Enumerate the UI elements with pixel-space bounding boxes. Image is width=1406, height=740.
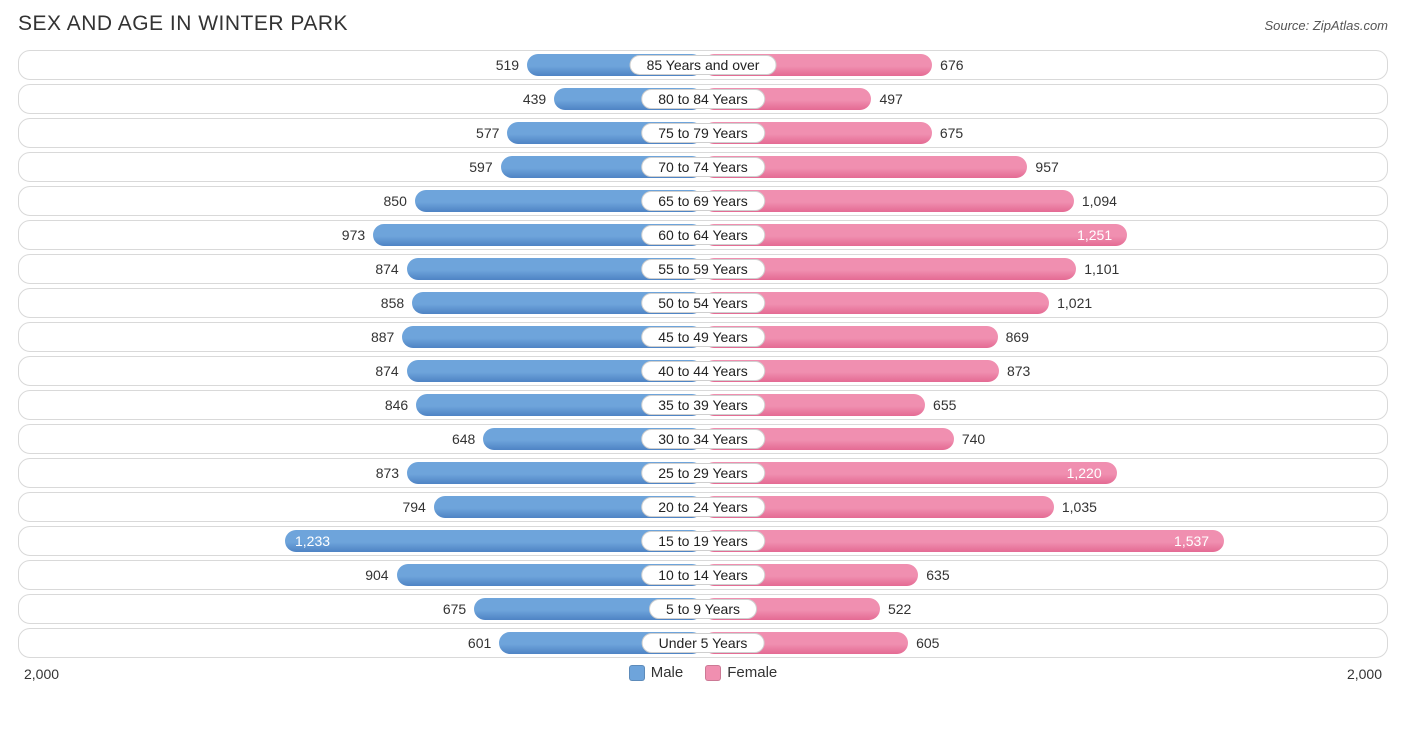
male-value-label: 794: [402, 496, 425, 518]
female-value-label: 675: [940, 122, 963, 144]
female-value-label: 1,251: [1067, 224, 1122, 246]
female-value-label: 1,035: [1062, 496, 1097, 518]
pyramid-row: 850 1,094 65 to 69 Years: [18, 186, 1388, 216]
female-value-label: 957: [1035, 156, 1058, 178]
pyramid-row: 1,233 1,537 15 to 19 Years: [18, 526, 1388, 556]
male-value-label: 887: [371, 326, 394, 348]
pyramid-row: 874 873 40 to 44 Years: [18, 356, 1388, 386]
female-bar: [703, 462, 1117, 484]
pyramid-row: 873 1,220 25 to 29 Years: [18, 458, 1388, 488]
male-swatch-icon: [629, 665, 645, 681]
category-label: 35 to 39 Years: [641, 395, 765, 415]
pyramid-row: 874 1,101 55 to 59 Years: [18, 254, 1388, 284]
male-value-label: 874: [375, 360, 398, 382]
male-value-label: 846: [385, 394, 408, 416]
female-value-label: 522: [888, 598, 911, 620]
category-label: 60 to 64 Years: [641, 225, 765, 245]
female-value-label: 1,094: [1082, 190, 1117, 212]
pyramid-row: 519 676 85 Years and over: [18, 50, 1388, 80]
category-label: 80 to 84 Years: [641, 89, 765, 109]
male-value-label: 439: [523, 88, 546, 110]
female-value-label: 676: [940, 54, 963, 76]
male-value-label: 873: [376, 462, 399, 484]
category-label: 65 to 69 Years: [641, 191, 765, 211]
male-value-label: 904: [365, 564, 388, 586]
male-value-label: 858: [381, 292, 404, 314]
pyramid-row: 439 497 80 to 84 Years: [18, 84, 1388, 114]
legend-male-label: Male: [651, 664, 684, 681]
female-value-label: 869: [1006, 326, 1029, 348]
category-label: Under 5 Years: [642, 633, 765, 653]
male-value-label: 675: [443, 598, 466, 620]
pyramid-row: 887 869 45 to 49 Years: [18, 322, 1388, 352]
pyramid-row: 648 740 30 to 34 Years: [18, 424, 1388, 454]
pyramid-row: 973 1,251 60 to 64 Years: [18, 220, 1388, 250]
male-value-label: 874: [375, 258, 398, 280]
female-value-label: 1,021: [1057, 292, 1092, 314]
female-bar: [703, 530, 1224, 552]
category-label: 20 to 24 Years: [641, 497, 765, 517]
category-label: 45 to 49 Years: [641, 327, 765, 347]
male-value-label: 519: [496, 54, 519, 76]
female-value-label: 1,220: [1057, 462, 1112, 484]
pyramid-row: 597 957 70 to 74 Years: [18, 152, 1388, 182]
category-label: 85 Years and over: [630, 55, 777, 75]
pyramid-row: 846 655 35 to 39 Years: [18, 390, 1388, 420]
pyramid-row: 675 522 5 to 9 Years: [18, 594, 1388, 624]
pyramid-row: 904 635 10 to 14 Years: [18, 560, 1388, 590]
male-value-label: 850: [384, 190, 407, 212]
male-value-label: 973: [342, 224, 365, 246]
female-value-label: 1,537: [1164, 530, 1219, 552]
category-label: 25 to 29 Years: [641, 463, 765, 483]
legend: Male Female: [18, 664, 1388, 681]
chart-header: SEX AND AGE IN WINTER PARK Source: ZipAt…: [18, 12, 1388, 36]
category-label: 5 to 9 Years: [649, 599, 757, 619]
female-value-label: 1,101: [1084, 258, 1119, 280]
category-label: 40 to 44 Years: [641, 361, 765, 381]
male-value-label: 597: [469, 156, 492, 178]
female-value-label: 497: [879, 88, 902, 110]
male-value-label: 601: [468, 632, 491, 654]
male-value-label: 577: [476, 122, 499, 144]
female-value-label: 740: [962, 428, 985, 450]
category-label: 30 to 34 Years: [641, 429, 765, 449]
category-label: 70 to 74 Years: [641, 157, 765, 177]
male-value-label: 1,233: [285, 530, 340, 552]
category-label: 55 to 59 Years: [641, 259, 765, 279]
female-value-label: 605: [916, 632, 939, 654]
female-bar: [703, 224, 1127, 246]
pyramid-row: 794 1,035 20 to 24 Years: [18, 492, 1388, 522]
x-axis-left-label: 2,000: [24, 666, 59, 682]
male-value-label: 648: [452, 428, 475, 450]
female-swatch-icon: [705, 665, 721, 681]
pyramid-row: 858 1,021 50 to 54 Years: [18, 288, 1388, 318]
population-pyramid: 519 676 85 Years and over 439 497 80 to 84 Ye…: [18, 50, 1388, 658]
legend-female-label: Female: [727, 664, 777, 681]
x-axis-right-label: 2,000: [1347, 666, 1382, 682]
pyramid-row: 601 605 Under 5 Years: [18, 628, 1388, 658]
female-value-label: 873: [1007, 360, 1030, 382]
female-value-label: 635: [926, 564, 949, 586]
legend-item-male: Male: [629, 664, 684, 681]
category-label: 10 to 14 Years: [641, 565, 765, 585]
chart-title: SEX AND AGE IN WINTER PARK: [18, 12, 348, 36]
legend-item-female: Female: [705, 664, 777, 681]
pyramid-row: 577 675 75 to 79 Years: [18, 118, 1388, 148]
category-label: 15 to 19 Years: [641, 531, 765, 551]
female-value-label: 655: [933, 394, 956, 416]
category-label: 75 to 79 Years: [641, 123, 765, 143]
category-label: 50 to 54 Years: [641, 293, 765, 313]
chart-source: Source: ZipAtlas.com: [1264, 18, 1388, 33]
